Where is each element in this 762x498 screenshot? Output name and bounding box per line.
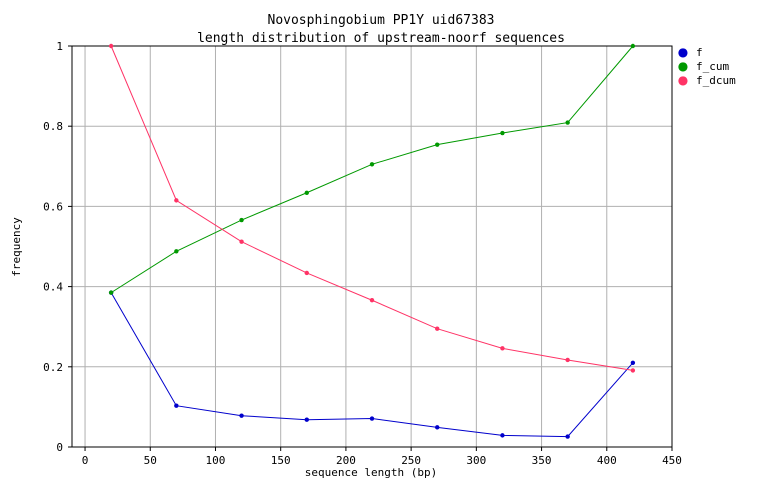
legend-marker-f-dcum: ● [678, 73, 688, 87]
axes: 0 50 100 150 200 250 300 350 400 450 0 0.2 0.4 0.6 0.8… [43, 40, 682, 467]
data-point-f-dcum [108, 43, 114, 49]
x-tick-label: 350 [532, 454, 552, 467]
x-tick-label: 300 [466, 454, 486, 467]
y-tick-label: 0.6 [43, 200, 63, 213]
legend-label: f_dcum [696, 74, 736, 87]
series-line-f [110, 292, 634, 438]
x-tick-label: 150 [271, 454, 291, 467]
x-tick-label: 200 [336, 454, 356, 467]
data-point-f-dcum [435, 326, 440, 331]
legend-label: f_cum [696, 60, 729, 73]
data-point-f-dcum [630, 368, 636, 373]
series-line-f-cum [110, 45, 634, 294]
data-point-f-cum [500, 130, 505, 136]
series-lines [110, 45, 634, 438]
series-points [108, 43, 636, 439]
y-tick-label: 0.8 [43, 120, 63, 133]
x-tick-label: 400 [597, 454, 617, 467]
y-tick-label: 1 [56, 40, 63, 53]
data-point-f-cum [174, 249, 179, 254]
data-point-f-cum [108, 290, 114, 295]
legend: ● f ● f_cum ● f_dcum [678, 45, 736, 87]
data-point-f [435, 425, 440, 430]
x-tick-label: 0 [82, 454, 89, 467]
data-point-f-cum [369, 162, 375, 167]
series-line-f-dcum [110, 45, 633, 371]
x-tick-label: 250 [401, 454, 421, 467]
data-point-f [630, 360, 636, 365]
data-point-f [304, 417, 309, 422]
chart-subtitle: length distribution of upstream-noorf se… [197, 31, 565, 46]
data-point-f-dcum [239, 239, 244, 244]
x-tick-label: 450 [662, 454, 682, 467]
data-point-f [174, 403, 179, 408]
legend-marker-f-cum: ● [678, 59, 688, 73]
data-point-f [369, 416, 375, 421]
y-tick-label: 0.2 [43, 361, 63, 374]
data-point-f-cum [435, 142, 440, 147]
x-tick-label: 50 [144, 454, 157, 467]
data-point-f-dcum [565, 357, 570, 363]
data-point-f-cum [304, 190, 309, 195]
data-point-f [239, 413, 244, 418]
plot-frame [71, 45, 673, 448]
legend-label: f [696, 46, 703, 59]
data-point-f-dcum [369, 298, 375, 303]
x-axis-label: sequence length (bp) [305, 466, 437, 479]
data-point-f [500, 433, 505, 438]
y-tick-label: 0 [56, 441, 63, 454]
data-point-f-dcum [174, 198, 179, 203]
data-point-f [565, 434, 570, 439]
legend-marker-f: ● [678, 45, 688, 59]
x-tick-label: 100 [206, 454, 226, 467]
data-point-f-cum [239, 217, 244, 223]
y-tick-label: 0.4 [43, 281, 63, 294]
data-point-f-cum [565, 120, 570, 125]
y-axis-label: frequency [10, 217, 23, 277]
chart-title: Novosphingobium PP1Y uid67383 [268, 13, 495, 28]
data-point-f-dcum [500, 346, 505, 351]
data-point-f-dcum [304, 270, 309, 276]
data-point-f-cum [630, 43, 636, 49]
